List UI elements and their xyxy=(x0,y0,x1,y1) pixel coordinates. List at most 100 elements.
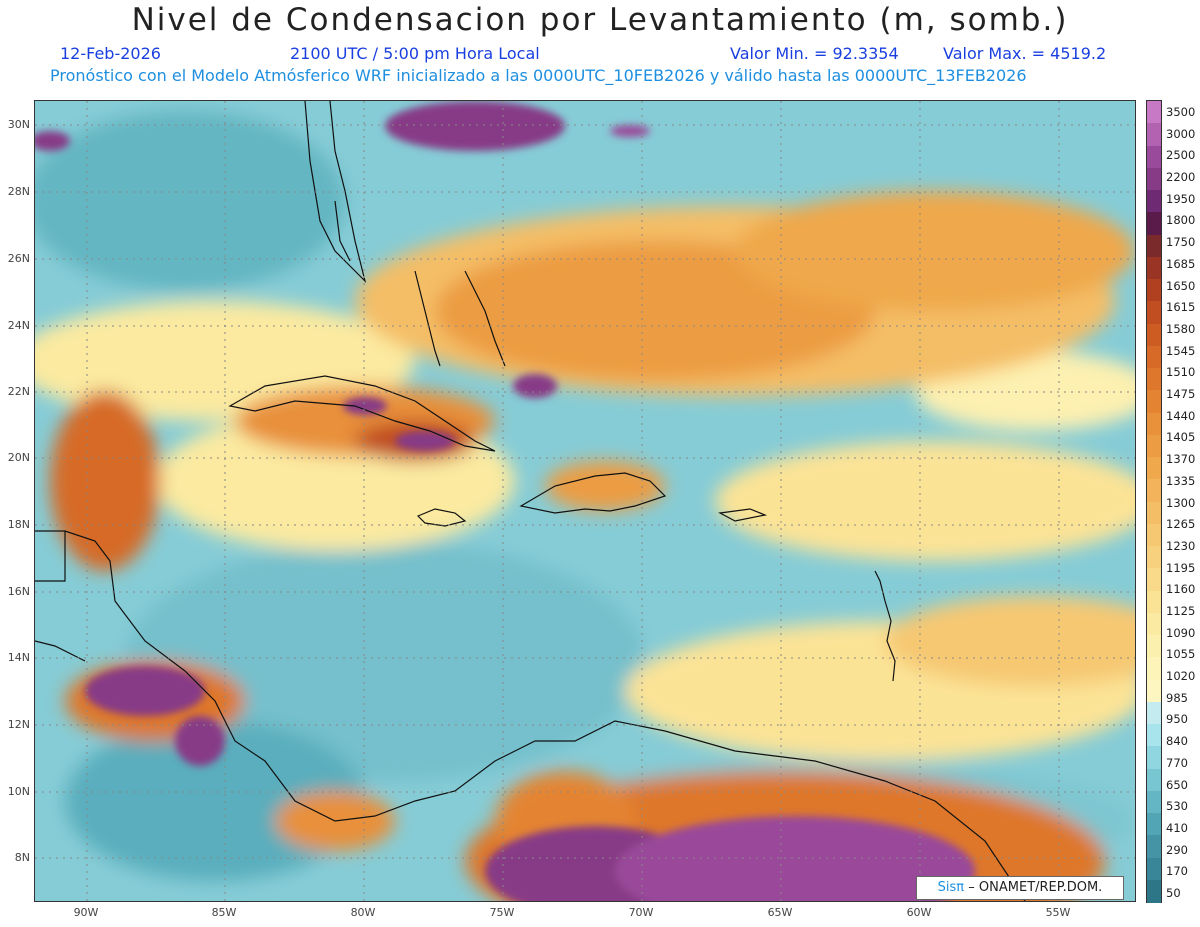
colorbar-label: 1615 xyxy=(1166,300,1196,315)
colorbar-segment xyxy=(1147,857,1161,881)
colorbar-label: 1335 xyxy=(1166,473,1196,488)
colorbar-segment xyxy=(1147,279,1161,302)
colorbar-label: 1300 xyxy=(1166,495,1196,510)
colorbar-label: 650 xyxy=(1166,777,1188,792)
colorbar-label: 1510 xyxy=(1166,365,1196,380)
lat-label: 16N xyxy=(7,585,30,598)
colorbar-label: 1370 xyxy=(1166,452,1196,467)
colorbar-segment xyxy=(1147,501,1161,525)
lon-label: 75W xyxy=(489,906,515,919)
colorbar-label: 1090 xyxy=(1166,625,1196,640)
colorbar-segment xyxy=(1147,701,1161,725)
colorbar-label: 1580 xyxy=(1166,321,1196,336)
lon-label: 80W xyxy=(350,906,376,919)
colorbar-segment xyxy=(1147,635,1161,658)
colorbar-label: 1475 xyxy=(1166,387,1196,402)
colorbar-label: 1545 xyxy=(1166,343,1196,358)
sispi-logo: Sisπ xyxy=(937,880,965,895)
colorbar-segment xyxy=(1147,368,1161,391)
colorbar-label: 1160 xyxy=(1166,582,1196,597)
lon-label: 60W xyxy=(906,906,932,919)
colorbar-label: 3500 xyxy=(1166,105,1196,119)
colorbar-segment xyxy=(1147,657,1161,680)
lat-label: 22N xyxy=(7,385,30,398)
colorbar-segment xyxy=(1147,746,1161,769)
lon-label: 90W xyxy=(73,906,99,919)
colorbar-segment xyxy=(1147,679,1161,703)
colorbar-segment xyxy=(1147,479,1161,502)
max-value: Valor Max. = 4519.2 xyxy=(943,44,1107,63)
colorbar-segment xyxy=(1147,768,1161,792)
colorbar-label: 770 xyxy=(1166,755,1188,770)
graticule xyxy=(35,101,1135,901)
forecast-info: Pronóstico con el Modelo Atmósferico WRF… xyxy=(50,66,1027,85)
colorbar-label: 170 xyxy=(1166,864,1188,879)
colorbar-segment xyxy=(1147,724,1161,747)
min-value: Valor Min. = 92.3354 xyxy=(730,44,899,63)
colorbar-label: 1055 xyxy=(1166,647,1196,662)
colorbar-segment xyxy=(1147,790,1161,814)
lon-label: 55W xyxy=(1045,906,1071,919)
lat-label: 24N xyxy=(7,319,30,332)
colorbar-segment xyxy=(1147,301,1161,324)
lat-label: 26N xyxy=(7,252,30,265)
colorbar-segment xyxy=(1147,879,1161,903)
valid-time: 2100 UTC / 5:00 pm Hora Local xyxy=(290,44,540,63)
colorbar-segment xyxy=(1147,212,1161,235)
colorbar-segment xyxy=(1147,123,1161,146)
colorbar-label: 1440 xyxy=(1166,408,1196,423)
colorbar-segment xyxy=(1147,523,1161,547)
colorbar-label: 985 xyxy=(1166,690,1188,705)
lon-label: 70W xyxy=(628,906,654,919)
colorbar-segment xyxy=(1147,323,1161,347)
colorbar-label: 1125 xyxy=(1166,603,1196,618)
lat-label: 8N xyxy=(14,851,30,864)
colorbar-label: 950 xyxy=(1166,712,1188,727)
colorbar-label: 1650 xyxy=(1166,278,1196,293)
lat-label: 28N xyxy=(7,185,30,198)
colorbar-label: 2500 xyxy=(1166,148,1196,163)
colorbar-label: 1950 xyxy=(1166,191,1196,206)
colorbar-label: 1195 xyxy=(1166,560,1196,575)
colorbar-segment xyxy=(1147,167,1161,191)
lat-label: 12N xyxy=(7,718,30,731)
lat-label: 20N xyxy=(7,451,30,464)
lat-label: 14N xyxy=(7,651,30,664)
coastlines xyxy=(35,101,1026,901)
colorbar-segment xyxy=(1147,612,1161,636)
colorbar-segment xyxy=(1147,101,1161,124)
credit-box: Sisπ – ONAMET/REP.DOM. xyxy=(916,876,1124,900)
colorbar-label: 1750 xyxy=(1166,235,1196,250)
colorbar-segment xyxy=(1147,813,1161,836)
colorbar-label: 3000 xyxy=(1166,126,1196,141)
colorbar-segment xyxy=(1147,434,1161,458)
colorbar-segment xyxy=(1147,345,1161,369)
lon-label: 65W xyxy=(767,906,793,919)
colorbar-label: 410 xyxy=(1166,820,1188,835)
lon-label: 85W xyxy=(211,906,237,919)
colorbar-segment xyxy=(1147,390,1161,413)
map-title: Nivel de Condensacion por Levantamiento … xyxy=(131,2,1069,38)
valid-date: 12-Feb-2026 xyxy=(60,44,161,63)
colorbar-label: 1405 xyxy=(1166,430,1196,445)
colorbar-label: 840 xyxy=(1166,734,1188,749)
colorbar xyxy=(1146,100,1162,903)
colorbar-segment xyxy=(1147,256,1161,280)
colorbar-label: 1800 xyxy=(1166,213,1196,228)
colorbar-label: 2200 xyxy=(1166,170,1196,185)
colorbar-label: 530 xyxy=(1166,799,1188,814)
colorbar-segment xyxy=(1147,190,1161,213)
colorbar-label: 1685 xyxy=(1166,256,1196,271)
lat-label: 18N xyxy=(7,518,30,531)
colorbar-segment xyxy=(1147,568,1161,591)
colorbar-label: 50 xyxy=(1166,886,1181,900)
colorbar-label: 1230 xyxy=(1166,538,1196,553)
credit-text: – ONAMET/REP.DOM. xyxy=(968,880,1103,895)
lcl-field xyxy=(35,101,1135,901)
colorbar-segment xyxy=(1147,145,1161,169)
lat-label: 10N xyxy=(7,785,30,798)
colorbar-segment xyxy=(1147,546,1161,569)
colorbar-label: 1265 xyxy=(1166,517,1196,532)
colorbar-segment xyxy=(1147,234,1161,258)
colorbar-segment xyxy=(1147,412,1161,436)
